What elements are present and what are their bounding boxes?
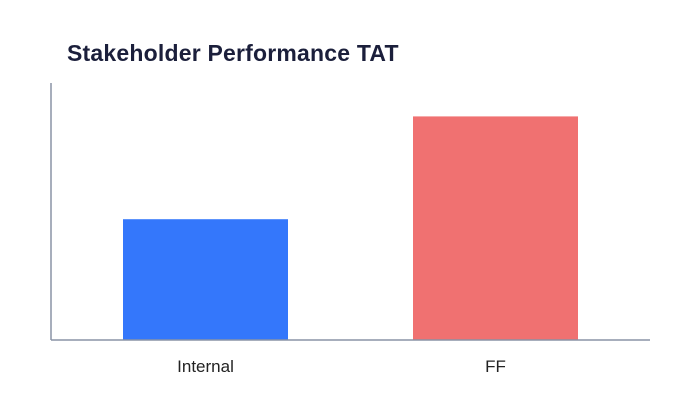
bar-internal [123,219,288,340]
chart-title: Stakeholder Performance TAT [67,40,399,66]
x-tick-label-ff: FF [485,357,506,376]
bar-ff [413,116,578,340]
x-tick-label-internal: Internal [177,357,234,376]
